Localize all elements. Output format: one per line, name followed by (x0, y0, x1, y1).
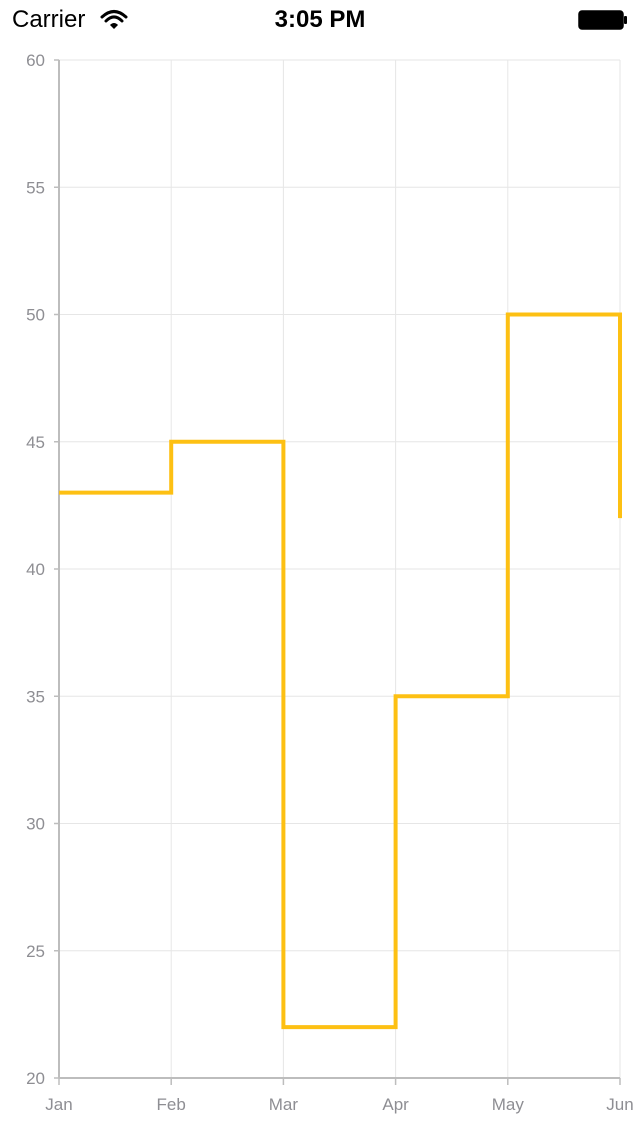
status-bar: Carrier 3:05 PM (0, 0, 640, 40)
x-tick-label: May (492, 1095, 525, 1114)
x-tick-label: Feb (157, 1095, 186, 1114)
y-tick-label: 30 (26, 815, 45, 834)
y-tick-label: 25 (26, 942, 45, 961)
y-tick-label: 55 (26, 178, 45, 197)
y-tick-label: 20 (26, 1069, 45, 1088)
x-tick-label: Jun (606, 1095, 633, 1114)
wifi-icon (100, 10, 128, 29)
y-tick-label: 40 (26, 560, 45, 579)
y-tick-label: 60 (26, 51, 45, 70)
y-tick-label: 35 (26, 687, 45, 706)
y-tick-label: 50 (26, 306, 45, 325)
x-tick-label: Apr (382, 1095, 409, 1114)
battery-icon (578, 10, 627, 30)
x-tick-label: Jan (45, 1095, 72, 1114)
x-tick-label: Mar (269, 1095, 299, 1114)
status-time: 3:05 PM (274, 6, 366, 33)
y-tick-label: 45 (26, 433, 45, 452)
carrier-label: Carrier (12, 6, 86, 33)
step-line-chart: 20 25 30 35 40 45 50 55 60 Jan Feb Mar Apr May Jun (26, 51, 634, 1114)
series-step-line (59, 312, 622, 1030)
